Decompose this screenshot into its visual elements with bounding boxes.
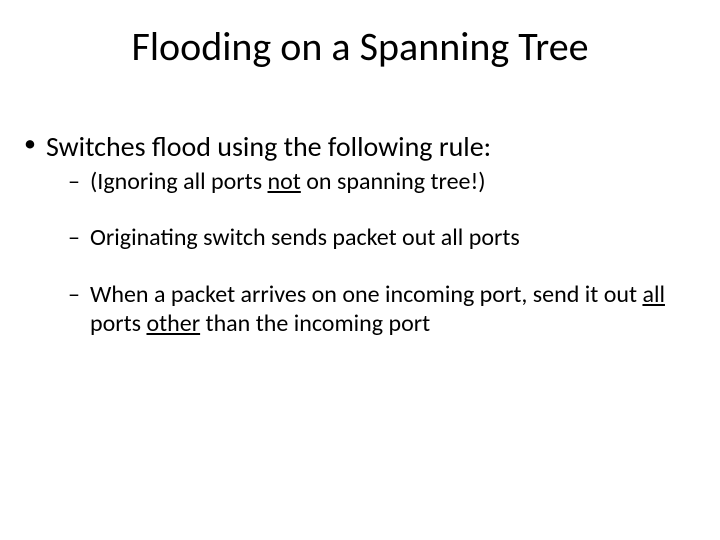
sub-bullet-1: (Ignoring all ports not on spanning tree… — [46, 168, 680, 197]
bullet-list-level2: (Ignoring all ports not on spanning tree… — [46, 168, 680, 339]
sub1-pre: (Ignoring all ports — [90, 167, 268, 196]
slide-body: Switches flood using the following rule:… — [22, 130, 680, 367]
sub3-b: ports — [90, 309, 146, 338]
sub3-underline-all: all — [642, 280, 665, 309]
sub-bullet-2: Originating switch sends packet out all … — [46, 224, 680, 253]
sub1-post: on spanning tree!) — [301, 167, 486, 196]
slide: Flooding on a Spanning Tree Switches flo… — [0, 0, 720, 540]
sub3-a: When a packet arrives on one incoming po… — [90, 280, 642, 309]
sub3-underline-other: other — [146, 309, 200, 338]
sub1-underline-not: not — [268, 167, 301, 196]
slide-title: Flooding on a Spanning Tree — [0, 22, 720, 71]
sub-bullet-3: When a packet arrives on one incoming po… — [46, 281, 680, 339]
bullet-main-text: Switches flood using the following rule: — [46, 129, 491, 164]
bullet-list-level1: Switches flood using the following rule:… — [22, 130, 680, 339]
bullet-main: Switches flood using the following rule:… — [22, 130, 680, 339]
sub2-text: Originating switch sends packet out all … — [90, 223, 520, 252]
sub3-c: than the incoming port — [200, 309, 430, 338]
